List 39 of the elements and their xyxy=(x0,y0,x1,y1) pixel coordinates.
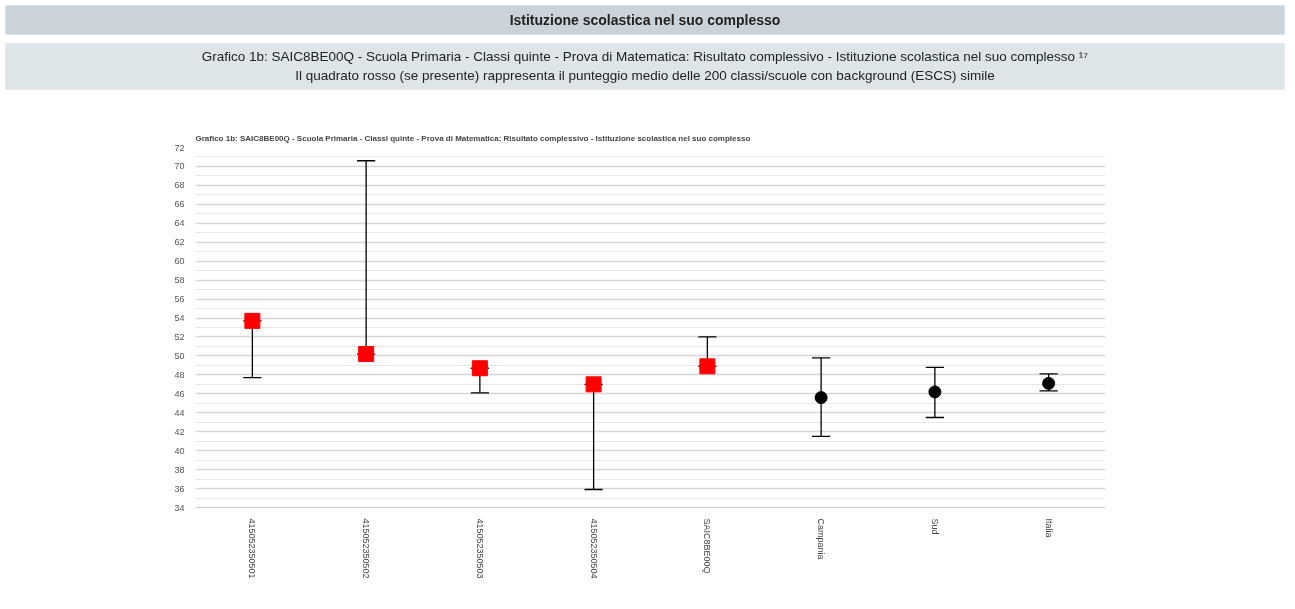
y-tick-label: 38 xyxy=(174,464,185,475)
y-tick-label: 56 xyxy=(174,294,185,305)
x-tick-label: Sud xyxy=(929,518,940,535)
y-tick-label: 68 xyxy=(174,180,185,191)
y-tick-label: 72 xyxy=(174,142,185,153)
y-tick-label: 36 xyxy=(174,483,185,494)
x-tick-label: 415052350503 xyxy=(474,518,485,579)
y-tick-label: 48 xyxy=(174,369,185,380)
y-tick-label: 58 xyxy=(174,275,185,286)
y-tick-label: 52 xyxy=(174,331,185,342)
text: Grafico 1b: SAIC8BE00Q - Scuola Primaria - Classi quinte - Prova di Matematica: Risultato complessivo - Istituzione scolastica nel suo complesso xyxy=(195,133,751,143)
y-tick-label: 40 xyxy=(174,445,185,456)
y-tick-label: 60 xyxy=(174,256,185,267)
point xyxy=(244,312,261,329)
point xyxy=(699,358,716,375)
point xyxy=(1042,376,1056,390)
point xyxy=(585,376,602,393)
chart-subtitle: Grafico 1b: SAIC8BE00Q - Scuola Primaria - Classi quinte - Prova di Matematica: Risultato complessivo - Istituzione scolastica nel suo complesso ¹⁷ Il quadrato rosso (se presente) rappresenta il punteggio medio delle 200 classi/scuole con background (ESCS) simile xyxy=(5,43,1285,90)
y-tick-label: 54 xyxy=(174,313,185,324)
y-tick-label: 42 xyxy=(174,426,185,437)
point xyxy=(358,346,375,363)
x-tick-label: Campania xyxy=(816,518,827,560)
y-tick-label: 50 xyxy=(174,350,185,361)
point xyxy=(814,391,828,405)
y-tick-label: 34 xyxy=(174,502,185,513)
x-tick-label: 415052350504 xyxy=(588,518,599,579)
y-tick-label: 70 xyxy=(174,161,185,172)
y-tick-label: 64 xyxy=(174,218,185,229)
y-tick-label: 62 xyxy=(174,237,185,248)
x-tick-label: Italia xyxy=(1043,518,1054,538)
y-tick-label: 46 xyxy=(174,388,185,399)
point xyxy=(928,385,942,399)
chart-title: Istituzione scolastica nel suo complesso xyxy=(5,5,1285,35)
y-tick-label: 66 xyxy=(174,199,185,210)
x-tick-label: 415052350501 xyxy=(247,518,258,579)
y-tick-label: 44 xyxy=(174,407,185,418)
x-tick-label: 415052350502 xyxy=(361,518,372,579)
point xyxy=(471,360,488,377)
x-tick-label: SAIC8BE00Q xyxy=(702,518,713,574)
